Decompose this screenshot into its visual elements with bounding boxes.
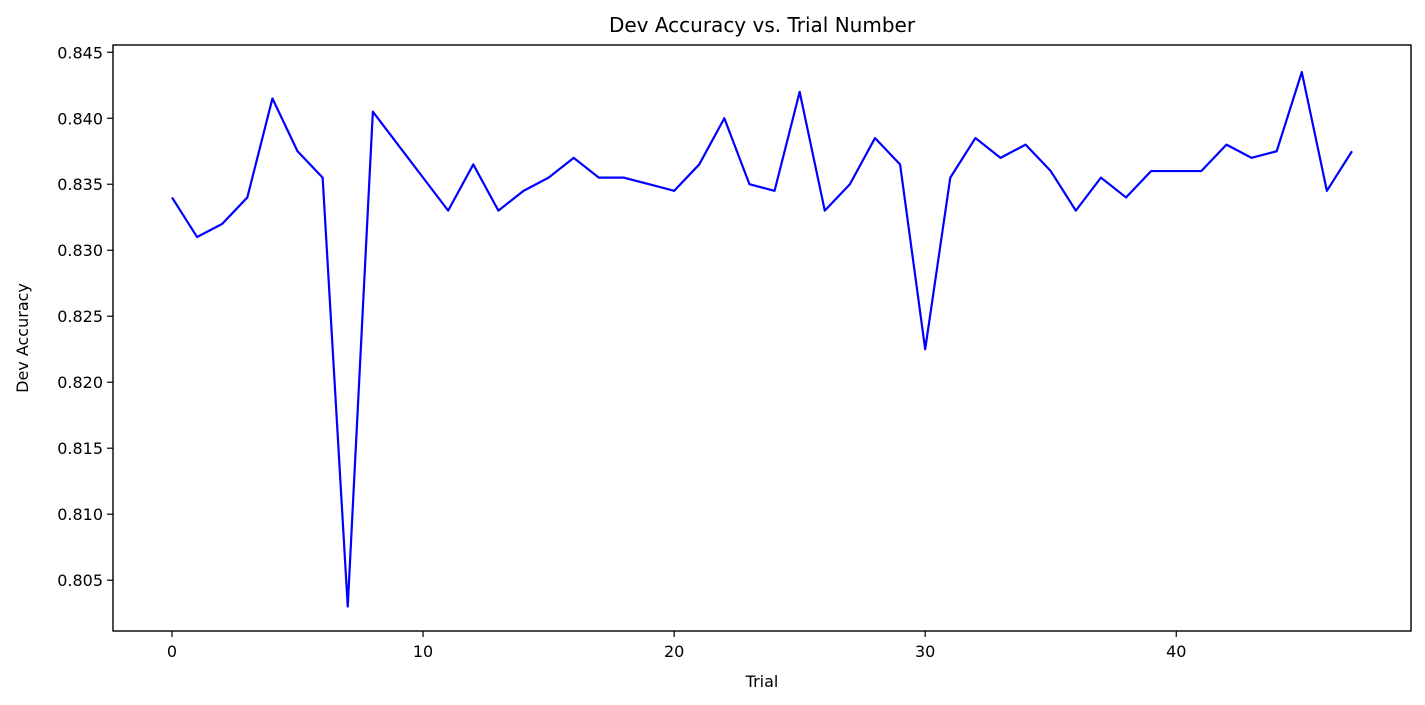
x-tick-label: 10: [413, 642, 433, 661]
y-tick-label: 0.835: [57, 175, 103, 194]
x-tick-label: 0: [167, 642, 177, 661]
y-tick-label: 0.810: [57, 505, 103, 524]
ticks-layer: 0 10 20 30 40 0.805 0.810 0.815 0.820 0.825 0.830 0…: [57, 43, 1186, 661]
x-axis-title: Trial: [745, 672, 779, 691]
y-tick-label: 0.820: [57, 373, 103, 392]
series-line: [171, 70, 1353, 608]
x-tick-label: 40: [1166, 642, 1186, 661]
x-tick-label: 30: [915, 642, 935, 661]
y-tick-label: 0.840: [57, 109, 103, 128]
y-tick-label: 0.830: [57, 241, 103, 260]
y-axis-title: Dev Accuracy: [13, 283, 32, 393]
plot-frame: [112, 44, 1412, 632]
series-layer: [171, 70, 1353, 608]
y-tick-label: 0.815: [57, 439, 103, 458]
y-tick-label: 0.845: [57, 43, 103, 62]
x-tick-label: 20: [664, 642, 684, 661]
y-tick-label: 0.825: [57, 307, 103, 326]
y-tick-label: 0.805: [57, 571, 103, 590]
chart-title: Dev Accuracy vs. Trial Number: [609, 13, 916, 37]
